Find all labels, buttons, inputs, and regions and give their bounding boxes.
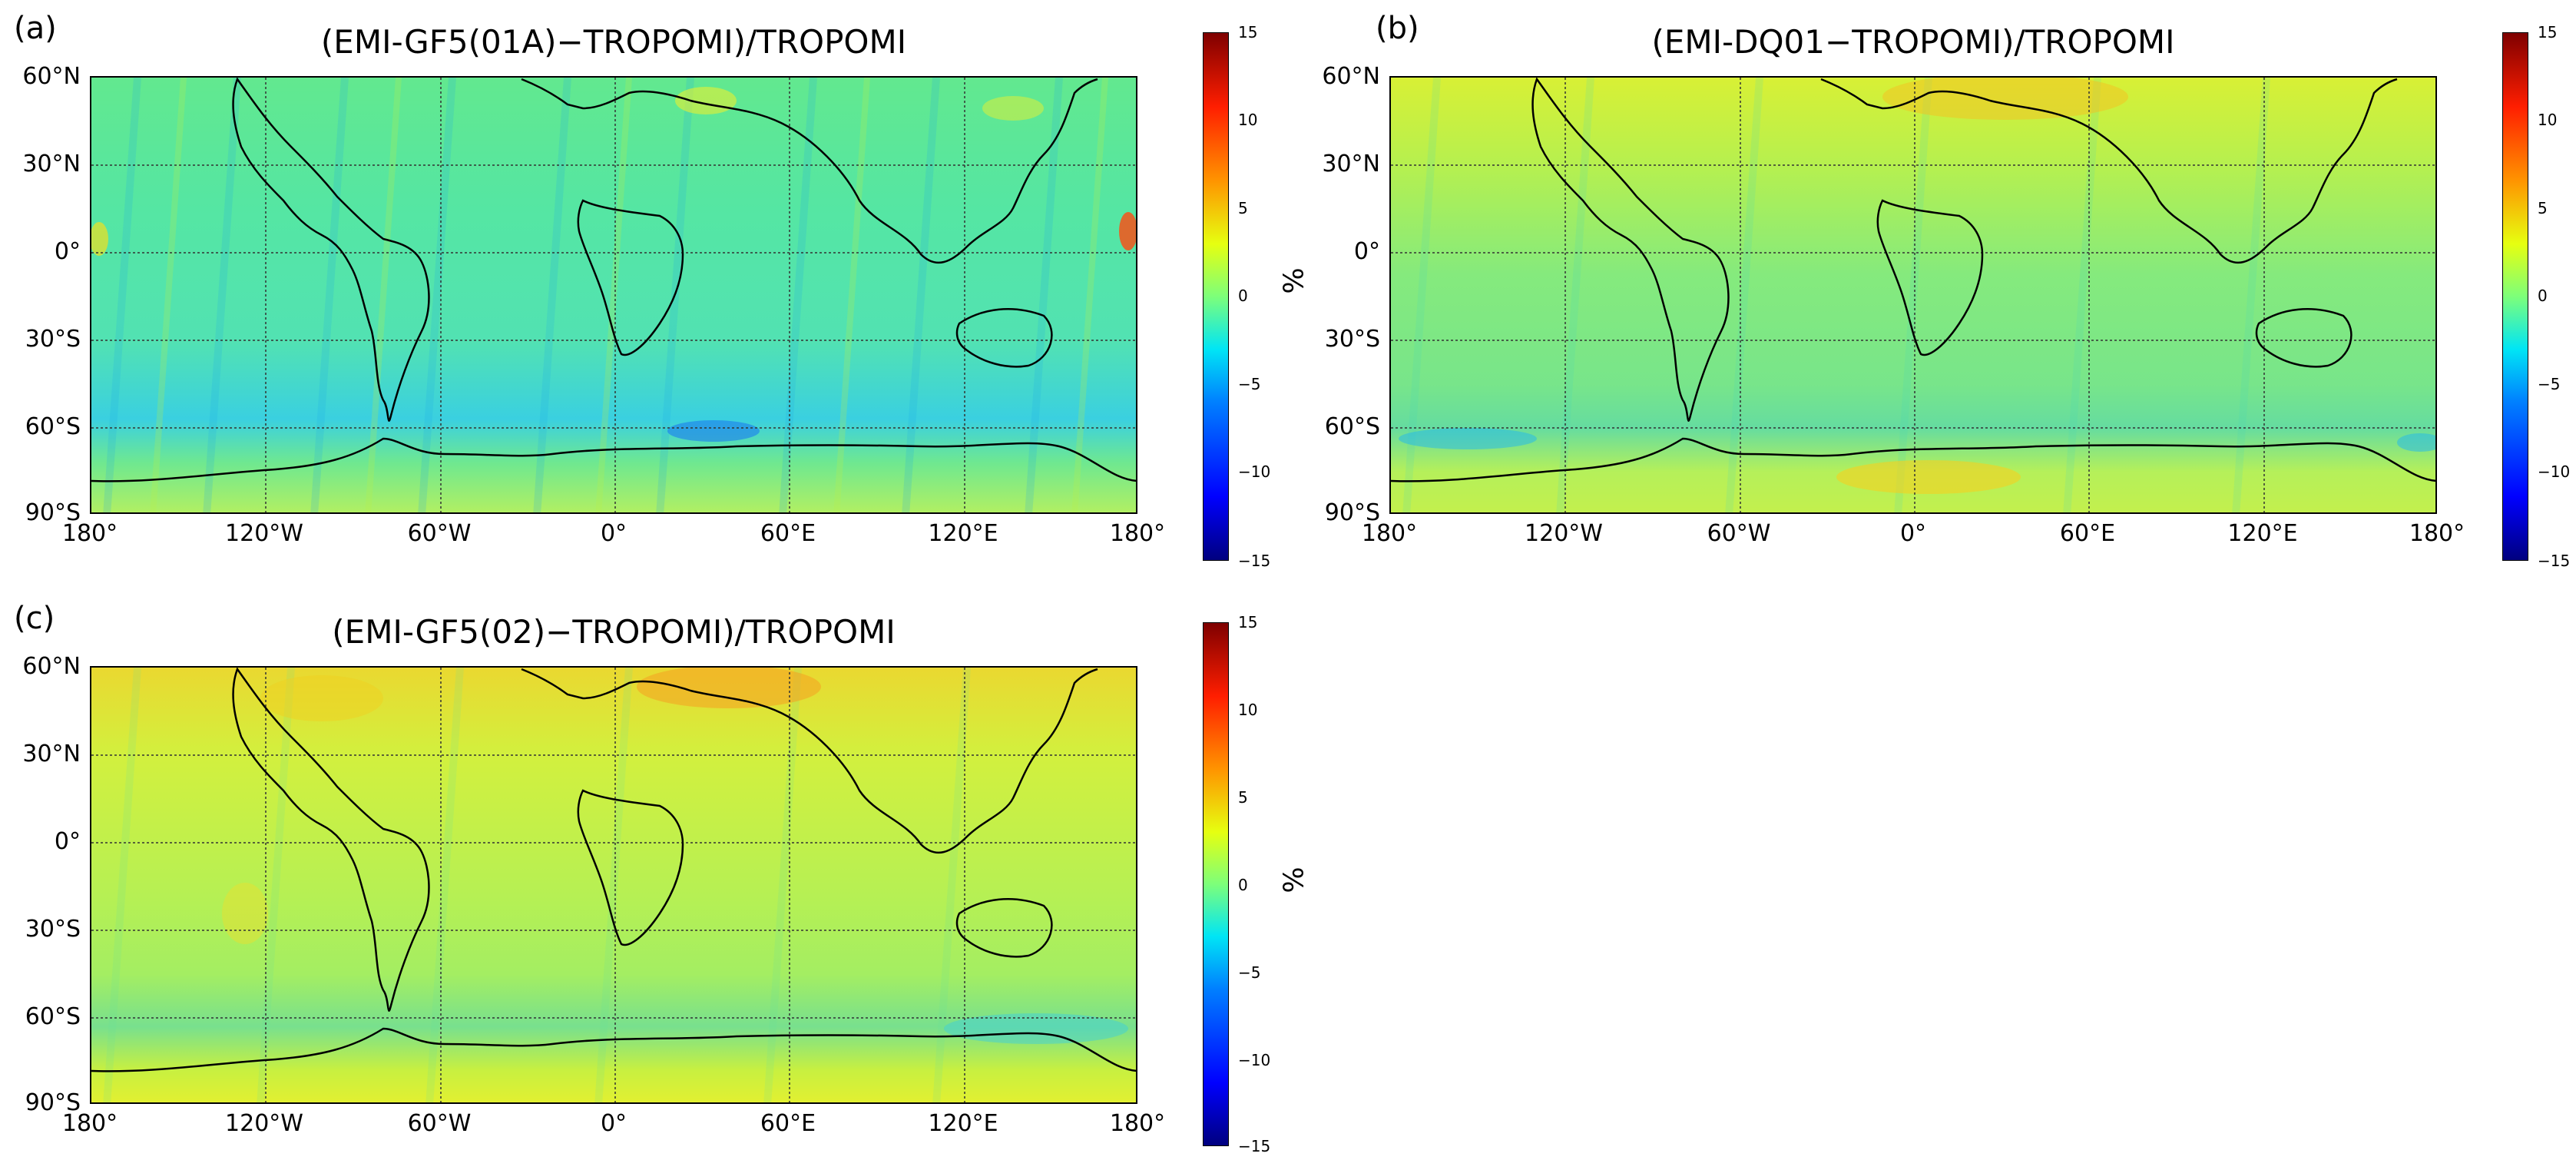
lat-tick-label: 60°S	[25, 1003, 81, 1030]
colorbar-tick: 5	[1238, 788, 1248, 807]
colorbar-unit-label: %	[1276, 867, 1308, 893]
lat-tick-label: 90°S	[25, 1089, 81, 1116]
colorbar-tick: 0	[1238, 876, 1248, 894]
colorbar-tick: −5	[1238, 963, 1261, 982]
lon-tick-label: 0°	[600, 520, 627, 547]
colorbar-tick: 0	[2538, 287, 2548, 305]
lat-tick-label: 0°	[54, 238, 81, 265]
panel-title: (EMI-DQ01−TROPOMI)/TROPOMI	[1651, 23, 2175, 61]
colorbar-tick: 10	[1238, 701, 1258, 719]
lat-tick-label: 30°S	[1324, 326, 1380, 353]
lon-tick-label: 60°W	[1707, 520, 1771, 547]
map	[1389, 76, 2437, 514]
lon-tick-label: 120°E	[928, 1110, 998, 1137]
colorbar-unit-label: %	[1276, 267, 1308, 294]
lat-tick-label: 90°S	[25, 499, 81, 526]
lat-tick-label: 30°S	[25, 916, 81, 943]
panel-label: (b)	[1376, 11, 1419, 46]
lon-tick-label: 0°	[1899, 520, 1927, 547]
colorbar-tick: −10	[1238, 462, 1271, 481]
colorbar-tick: −15	[2538, 552, 2571, 570]
lat-tick-label: 30°S	[25, 326, 81, 353]
colorbar	[1203, 32, 1229, 561]
colorbar-tick: 10	[1238, 111, 1258, 129]
lat-tick-label: 30°N	[1322, 151, 1380, 177]
lon-tick-label: 60°E	[2059, 520, 2116, 547]
panel-title: (EMI-GF5(02)−TROPOMI)/TROPOMI	[332, 613, 896, 651]
colorbar-tick: −15	[1238, 552, 1271, 570]
colorbar-tick: 5	[2538, 199, 2548, 217]
lat-tick-label: 90°S	[1324, 499, 1380, 526]
colorbar-tick: 0	[1238, 287, 1248, 305]
lon-tick-label: 60°W	[407, 520, 472, 547]
colorbar-tick: −15	[1238, 1137, 1271, 1155]
lat-tick-label: 60°S	[1324, 413, 1380, 440]
panel-title: (EMI-GF5(01A)−TROPOMI)/TROPOMI	[320, 23, 907, 61]
lon-tick-label: 120°W	[1525, 520, 1603, 547]
lat-tick-label: 60°S	[25, 413, 81, 440]
lat-tick-label: 60°N	[1322, 63, 1380, 90]
lon-tick-label: 180°	[61, 1110, 118, 1137]
colorbar-tick: 15	[1238, 613, 1258, 631]
map	[90, 666, 1137, 1104]
lat-tick-label: 30°N	[22, 151, 81, 177]
lon-tick-label: 60°W	[407, 1110, 472, 1137]
lat-tick-label: 60°N	[22, 63, 81, 90]
lon-tick-label: 120°E	[2227, 520, 2298, 547]
lon-tick-label: 180°	[61, 520, 118, 547]
colorbar-tick: −10	[1238, 1051, 1271, 1069]
lon-tick-label: 120°E	[928, 520, 998, 547]
colorbar-tick: 15	[2538, 23, 2558, 41]
lat-tick-label: 0°	[1353, 238, 1380, 265]
lon-tick-label: 180°	[1109, 1110, 1166, 1137]
panel-label: (c)	[14, 601, 55, 636]
panel-label: (a)	[14, 11, 57, 46]
lat-tick-label: 0°	[54, 828, 81, 855]
lon-tick-label: 120°W	[225, 520, 303, 547]
colorbar-tick: −5	[1238, 375, 1261, 393]
lat-tick-label: 60°N	[22, 653, 81, 680]
lon-tick-label: 180°	[2409, 520, 2465, 547]
lon-tick-label: 0°	[600, 1110, 627, 1137]
lon-tick-label: 180°	[1361, 520, 1418, 547]
colorbar	[1203, 622, 1229, 1146]
map	[90, 76, 1137, 514]
colorbar-tick: 15	[1238, 23, 1258, 41]
lon-tick-label: 60°E	[760, 1110, 816, 1137]
colorbar-tick: 10	[2538, 111, 2558, 129]
colorbar-tick: −10	[2538, 462, 2571, 481]
colorbar	[2502, 32, 2528, 561]
lon-tick-label: 120°W	[225, 1110, 303, 1137]
lon-tick-label: 180°	[1109, 520, 1166, 547]
lat-tick-label: 30°N	[22, 741, 81, 767]
colorbar-tick: 5	[1238, 199, 1248, 217]
colorbar-tick: −5	[2538, 375, 2561, 393]
lon-tick-label: 60°E	[760, 520, 816, 547]
